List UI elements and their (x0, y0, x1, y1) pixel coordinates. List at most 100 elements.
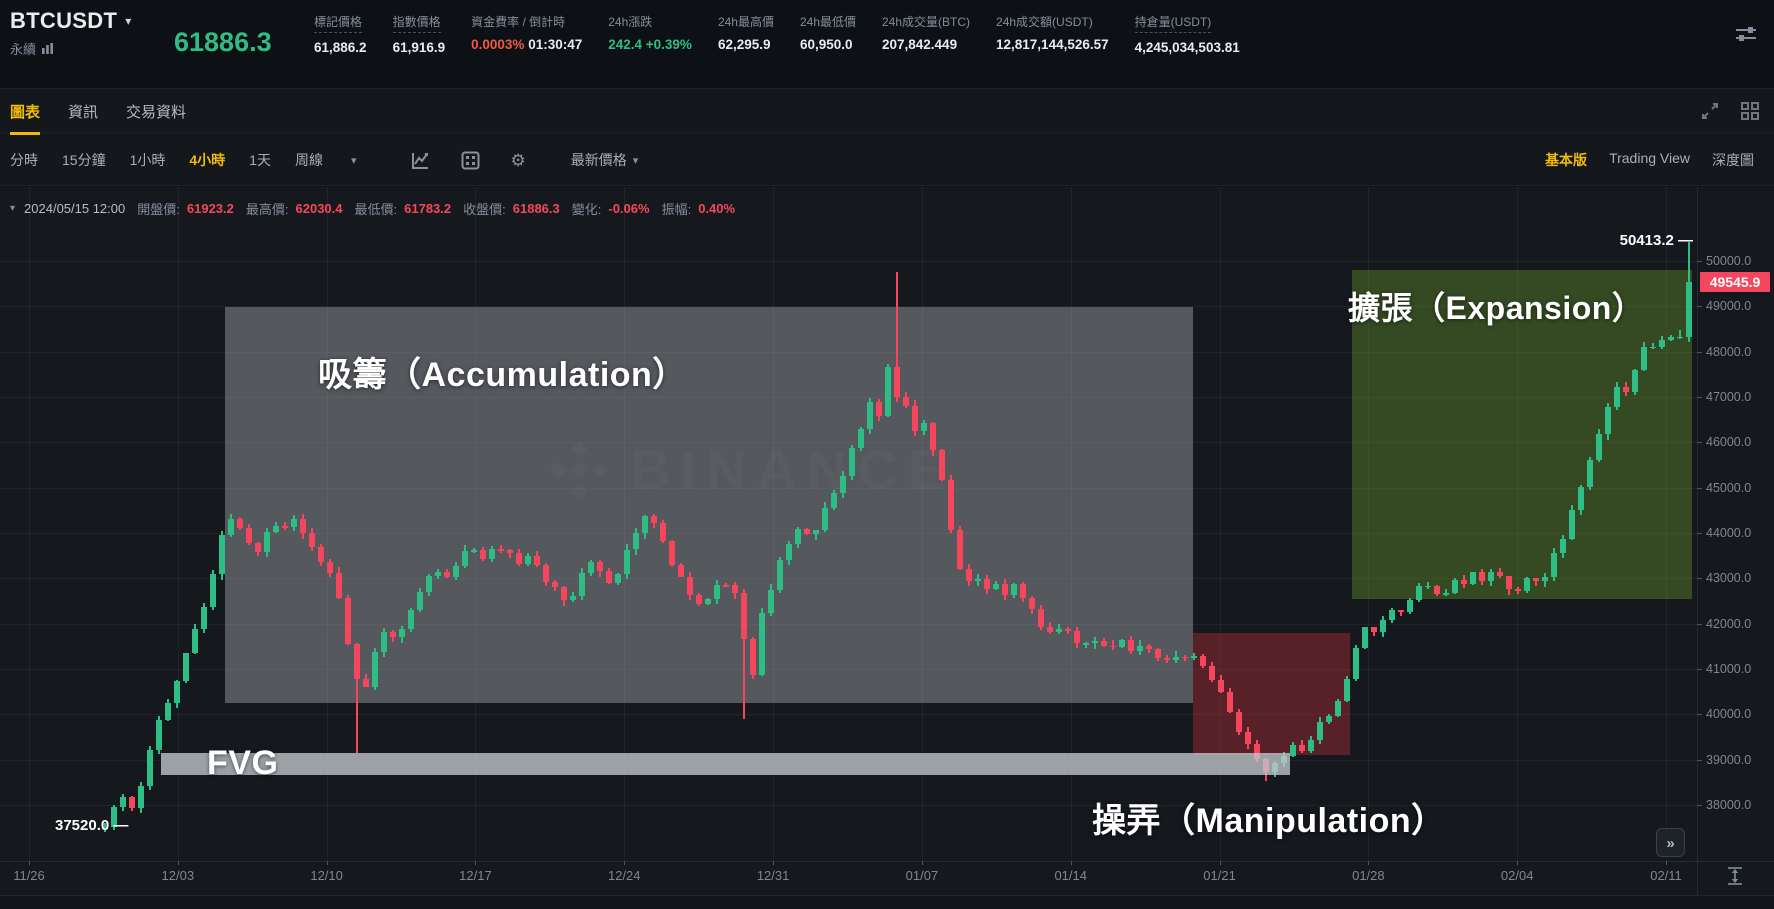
open-value: 61923.2 (186, 201, 234, 216)
price-axis-label: 48000.0 (1706, 345, 1752, 359)
high-price-label: 50413.2 — (1619, 232, 1693, 250)
stat-mark-price: 標記價格 61,886.2 (314, 13, 367, 55)
candle-body (1227, 692, 1233, 713)
candle-body (642, 516, 648, 533)
layout-grid-icon[interactable] (1740, 101, 1760, 121)
stat-label[interactable]: 指數價格 (392, 13, 441, 33)
candle-body (543, 565, 549, 582)
candle-body (471, 550, 477, 552)
manipulation-label: 操弄（Manipulation） (1092, 802, 1446, 840)
horizontal-gridline (0, 533, 1697, 534)
fullscreen-icon[interactable] (1700, 101, 1720, 121)
symbol-name[interactable]: BTCUSDT (10, 8, 118, 33)
candle-body (1461, 579, 1467, 585)
interval-1d[interactable]: 1天 (249, 152, 271, 168)
candle-body (1533, 578, 1539, 582)
stat-label: 24h成交量(BTC) (882, 15, 971, 29)
interval-1m[interactable]: 分時 (10, 152, 38, 168)
candle-body (579, 572, 585, 596)
candle-body (1506, 576, 1512, 590)
candle-body (1011, 583, 1017, 595)
panel-tabs: 圖表 資訊 交易資料 (0, 88, 1774, 135)
time-axis-tick (1368, 861, 1370, 865)
tab-trading-data[interactable]: 交易資料 (126, 103, 187, 121)
interval-1h[interactable]: 1小時 (129, 152, 166, 168)
candle-body (1650, 346, 1656, 349)
candle-body (336, 573, 342, 598)
candle-body (1029, 598, 1035, 610)
candle-body (840, 476, 846, 494)
price-type-chevron-icon[interactable]: ▾ (632, 154, 639, 167)
market-type-label: 永續 (10, 42, 37, 57)
view-depth[interactable]: 深度圖 (1712, 152, 1754, 168)
view-tradingview[interactable]: Trading View (1609, 150, 1690, 166)
countdown-value: 01:30:47 (528, 37, 583, 52)
chart-toolbar: 分時 15分鐘 1小時 4小時 1天 周線 ▾ ⚙ 最新價格 ▾ 基本版 Tra… (0, 135, 1774, 186)
collapse-chevron-icon[interactable]: ▾ (10, 203, 16, 214)
candle-wick (1112, 640, 1114, 651)
tab-chart[interactable]: 圖表 (10, 101, 41, 135)
stat-funding-countdown: 資金費率 / 倒計時 0.0003% 01:30:47 (471, 13, 582, 55)
candle-body (921, 423, 927, 432)
close-value: 61886.3 (512, 201, 560, 216)
symbol-block[interactable]: BTCUSDT ▾ 永續 (10, 8, 131, 58)
candle-body (993, 584, 999, 589)
interval-15m[interactable]: 15分鐘 (62, 152, 106, 168)
candlestick-chart[interactable]: ▾ 2024/05/15 12:00 開盤價: 61923.2 最高價: 620… (0, 187, 1774, 909)
chevron-down-icon[interactable]: ▾ (125, 14, 132, 28)
scroll-to-latest-button[interactable]: » (1656, 828, 1685, 857)
candle-body (1470, 572, 1476, 585)
candle-body (1353, 648, 1359, 680)
candle-body (1605, 407, 1611, 434)
stat-label[interactable]: 標記價格 (314, 13, 363, 33)
time-axis-tick (29, 861, 30, 865)
candle-body (147, 749, 153, 787)
time-axis-label: 12/31 (756, 868, 790, 883)
candle-body (1398, 610, 1404, 612)
candle-body (435, 572, 441, 576)
vertical-gridline (326, 187, 328, 861)
candle-body (1020, 583, 1026, 599)
time-axis-line[interactable] (0, 861, 1774, 862)
candle-body (390, 632, 396, 638)
price-type-selector[interactable]: 最新價格 (570, 152, 627, 168)
time-axis-tick (1517, 861, 1519, 865)
start-price-label: 37520.0 — (55, 816, 129, 834)
stat-24h-volume-btc: 24h成交量(BTC) 207,842.449 (882, 13, 970, 55)
stat-open-interest: 持倉量(USDT) 4,245,034,503.81 (1134, 13, 1240, 55)
stat-24h-volume-usdt: 24h成交額(USDT) 12,817,144,526.57 (996, 13, 1109, 55)
candle-body (588, 561, 594, 573)
interval-4h[interactable]: 4小時 (189, 152, 226, 168)
gear-icon[interactable]: ⚙ (510, 150, 526, 170)
chart-style-icon[interactable] (411, 151, 430, 170)
preferences-sliders-icon[interactable] (1734, 24, 1758, 44)
candle-body (462, 550, 468, 567)
candle-wick (1427, 582, 1429, 589)
tab-info[interactable]: 資訊 (68, 103, 99, 121)
interval-more-chevron-icon[interactable]: ▾ (350, 154, 357, 167)
bottom-scrollbar-track[interactable] (0, 895, 1774, 909)
candle-wick (1445, 588, 1447, 597)
price-axis-line[interactable] (1697, 187, 1698, 895)
price-axis-label: 41000.0 (1706, 662, 1752, 676)
candle-body (804, 529, 810, 535)
stat-label[interactable]: 持倉量(USDT) (1134, 13, 1212, 33)
candle-body (237, 518, 243, 529)
candle-body (786, 544, 792, 561)
candle-body (273, 526, 279, 532)
candle-body (1209, 666, 1215, 681)
candle-body (912, 405, 918, 432)
price-axis-tick (1697, 760, 1702, 761)
horizontal-gridline (0, 306, 1697, 307)
candle-body (1443, 593, 1449, 595)
candle-body (1542, 577, 1548, 582)
candle-body (858, 428, 864, 448)
candle-body (1614, 387, 1620, 408)
price-scale-icon[interactable] (1724, 866, 1746, 886)
horizontal-gridline (0, 261, 1697, 262)
stat-index-price: 指數價格 61,916.9 (392, 13, 445, 55)
candle-body (453, 566, 459, 578)
indicator-table-icon[interactable] (461, 151, 480, 170)
view-basic[interactable]: 基本版 (1545, 152, 1588, 168)
interval-1w[interactable]: 周線 (294, 152, 323, 168)
